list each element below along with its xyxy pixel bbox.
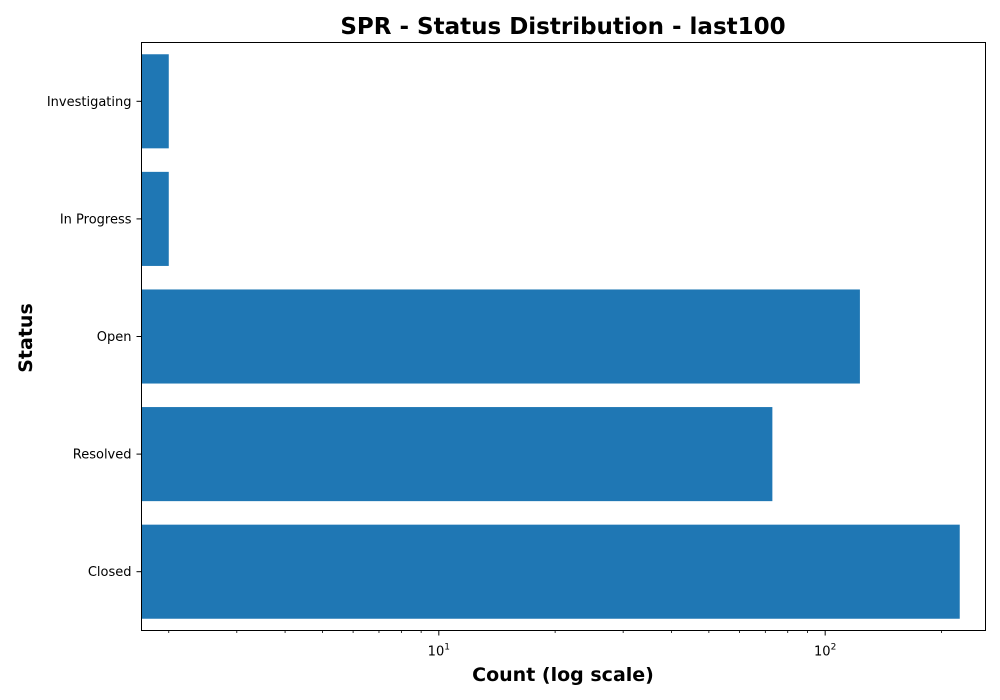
bar-closed	[141, 524, 960, 619]
bar-open	[141, 289, 860, 384]
y-tick-label: Closed	[88, 565, 132, 580]
y-tick-label: Investigating	[47, 95, 132, 110]
bar-in-progress	[141, 171, 169, 266]
plot-frame	[141, 42, 986, 631]
y-tick-label: In Progress	[60, 212, 132, 227]
y-axis-label: Status	[15, 303, 37, 373]
bar-resolved	[141, 407, 773, 502]
bars-group	[141, 54, 960, 619]
chart-title: SPR - Status Distribution - last100	[340, 14, 785, 40]
x-axis-label: Count (log scale)	[472, 664, 654, 686]
y-axis-ticks: Investigating In Progress Open Resolved Clos…	[47, 95, 142, 580]
bar-investigating	[141, 54, 169, 149]
x-tick-label: 101	[428, 643, 450, 660]
y-tick-label: Open	[97, 330, 132, 345]
x-tick-label: 102	[814, 643, 836, 660]
y-tick-label: Resolved	[73, 448, 132, 463]
x-axis-ticks: 101 102	[168, 630, 942, 660]
